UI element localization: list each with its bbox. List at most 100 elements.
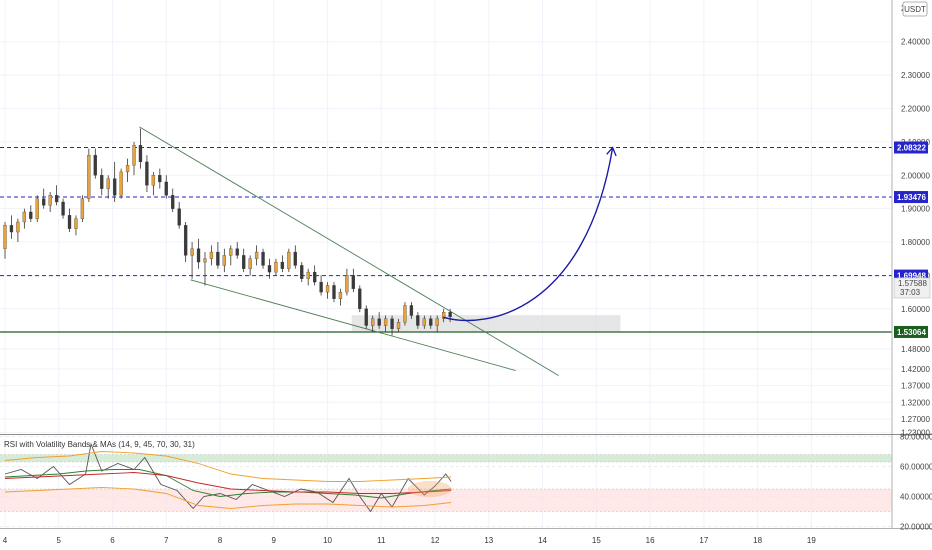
x-tick-label: 13 bbox=[484, 536, 493, 545]
candle-body bbox=[125, 165, 130, 173]
rsi-line bbox=[4, 451, 452, 482]
level-tag-label: 1.69948 bbox=[897, 272, 926, 281]
x-tick-label: 10 bbox=[323, 536, 332, 545]
currency-badge[interactable]: USDT bbox=[902, 1, 928, 17]
candle-body bbox=[132, 145, 136, 166]
candle-body bbox=[196, 248, 201, 263]
candle-body bbox=[416, 315, 420, 326]
candle-body bbox=[229, 248, 233, 256]
x-tick-label: 7 bbox=[164, 536, 169, 545]
candle-body bbox=[364, 308, 368, 326]
rsi-band bbox=[0, 454, 892, 462]
candle-body bbox=[287, 251, 291, 269]
candle-body bbox=[177, 208, 181, 226]
level-tag-bg bbox=[894, 191, 928, 204]
candle-body bbox=[235, 248, 239, 256]
x-tick-label: 18 bbox=[753, 536, 762, 545]
price-tick-label: 1.60000 bbox=[901, 305, 930, 314]
candle-body bbox=[293, 251, 297, 266]
candle-body bbox=[319, 281, 323, 293]
rsi-axis-ticks: 80.00000 60.00000 40.00000 20.00000 bbox=[900, 433, 932, 532]
candle-body bbox=[371, 318, 375, 326]
price-tick-label: 1.48000 bbox=[901, 345, 930, 354]
candle-body bbox=[332, 285, 336, 299]
x-tick-label: 4 bbox=[3, 536, 8, 545]
x-tick-label: 5 bbox=[57, 536, 62, 545]
horizontal-levels[interactable] bbox=[0, 146, 892, 333]
candle-body bbox=[306, 271, 310, 279]
axes bbox=[0, 0, 932, 529]
level-tag-label: 1.53064 bbox=[897, 328, 926, 337]
price-tick-label: 2.40000 bbox=[901, 38, 930, 47]
candle-body bbox=[145, 161, 149, 186]
candle-body bbox=[222, 255, 226, 266]
level-tag-bg bbox=[894, 325, 928, 338]
candle-body bbox=[100, 175, 104, 189]
candlestick-series bbox=[3, 128, 452, 336]
candle-body bbox=[119, 171, 123, 196]
candle-body bbox=[396, 322, 401, 329]
candle-body bbox=[3, 225, 7, 249]
candle-body bbox=[190, 248, 194, 256]
candle-body bbox=[429, 318, 433, 326]
candle-body bbox=[183, 225, 188, 256]
x-tick-label: 15 bbox=[592, 536, 601, 545]
x-tick-label: 9 bbox=[272, 536, 277, 545]
level-tag-label: 2.08322 bbox=[897, 143, 926, 152]
x-tick-label: 6 bbox=[110, 536, 115, 545]
falling-wedge[interactable] bbox=[139, 126, 559, 376]
candle-body bbox=[29, 211, 33, 219]
candle-body bbox=[158, 175, 162, 183]
candle-body bbox=[312, 271, 317, 283]
x-tick-label: 19 bbox=[807, 536, 816, 545]
candle-body bbox=[93, 155, 97, 176]
candle-body bbox=[448, 311, 452, 317]
wedge-trendline bbox=[139, 126, 559, 376]
x-tick-label: 16 bbox=[646, 536, 655, 545]
x-tick-label: 17 bbox=[699, 536, 708, 545]
candle-body bbox=[80, 198, 85, 219]
time-axis-ticks: 4 5 6 7 8 9 10 11 12 13 14 15 16 17 18 19 bbox=[3, 536, 817, 545]
candle-body bbox=[42, 198, 46, 206]
candle-body bbox=[164, 181, 168, 196]
candle-body bbox=[67, 215, 72, 229]
currency-label: USDT bbox=[904, 5, 926, 14]
price-tick-label: 2.20000 bbox=[901, 105, 930, 114]
price-tick-label: 1.42000 bbox=[901, 365, 930, 374]
x-tick-label: 12 bbox=[431, 536, 440, 545]
rsi-line bbox=[4, 487, 452, 509]
price-tick-label: 2.30000 bbox=[901, 71, 930, 80]
candle-body bbox=[35, 198, 39, 219]
indicator-title[interactable]: RSI with Volatility Bands & MAs (14, 9, … bbox=[4, 440, 195, 449]
x-tick-label: 14 bbox=[538, 536, 547, 545]
candle-body bbox=[248, 258, 252, 269]
projection-path[interactable] bbox=[442, 149, 612, 322]
candle-body bbox=[9, 225, 14, 233]
candle-body bbox=[113, 178, 117, 196]
price-tick-label: 1.80000 bbox=[901, 238, 930, 247]
candle-body bbox=[267, 265, 272, 273]
candle-body bbox=[435, 318, 439, 326]
x-tick-label: 11 bbox=[377, 536, 386, 545]
candle-body bbox=[383, 318, 388, 326]
candle-body bbox=[409, 305, 414, 316]
candle-body bbox=[274, 261, 278, 273]
rsi-tick-label: 20.00000 bbox=[900, 523, 932, 532]
candle-body bbox=[345, 275, 349, 293]
candle-body bbox=[48, 195, 52, 206]
level-tag-label: 1.93476 bbox=[897, 193, 926, 202]
rsi-tick-label: 40.00000 bbox=[900, 493, 932, 502]
candle-body bbox=[54, 195, 59, 203]
price-tick-label: 2.00000 bbox=[901, 171, 930, 180]
rsi-line bbox=[4, 442, 452, 513]
price-tick-label: 1.32000 bbox=[901, 398, 930, 407]
rsi-tick-label: 60.00000 bbox=[900, 463, 932, 472]
candle-body bbox=[22, 211, 27, 223]
rsi-highlight bbox=[407, 481, 452, 497]
candle-body bbox=[338, 291, 343, 299]
price-tick-label: 1.37000 bbox=[901, 382, 930, 391]
rsi-series bbox=[4, 442, 452, 513]
candle-body bbox=[74, 218, 78, 229]
candle-body bbox=[325, 285, 330, 293]
